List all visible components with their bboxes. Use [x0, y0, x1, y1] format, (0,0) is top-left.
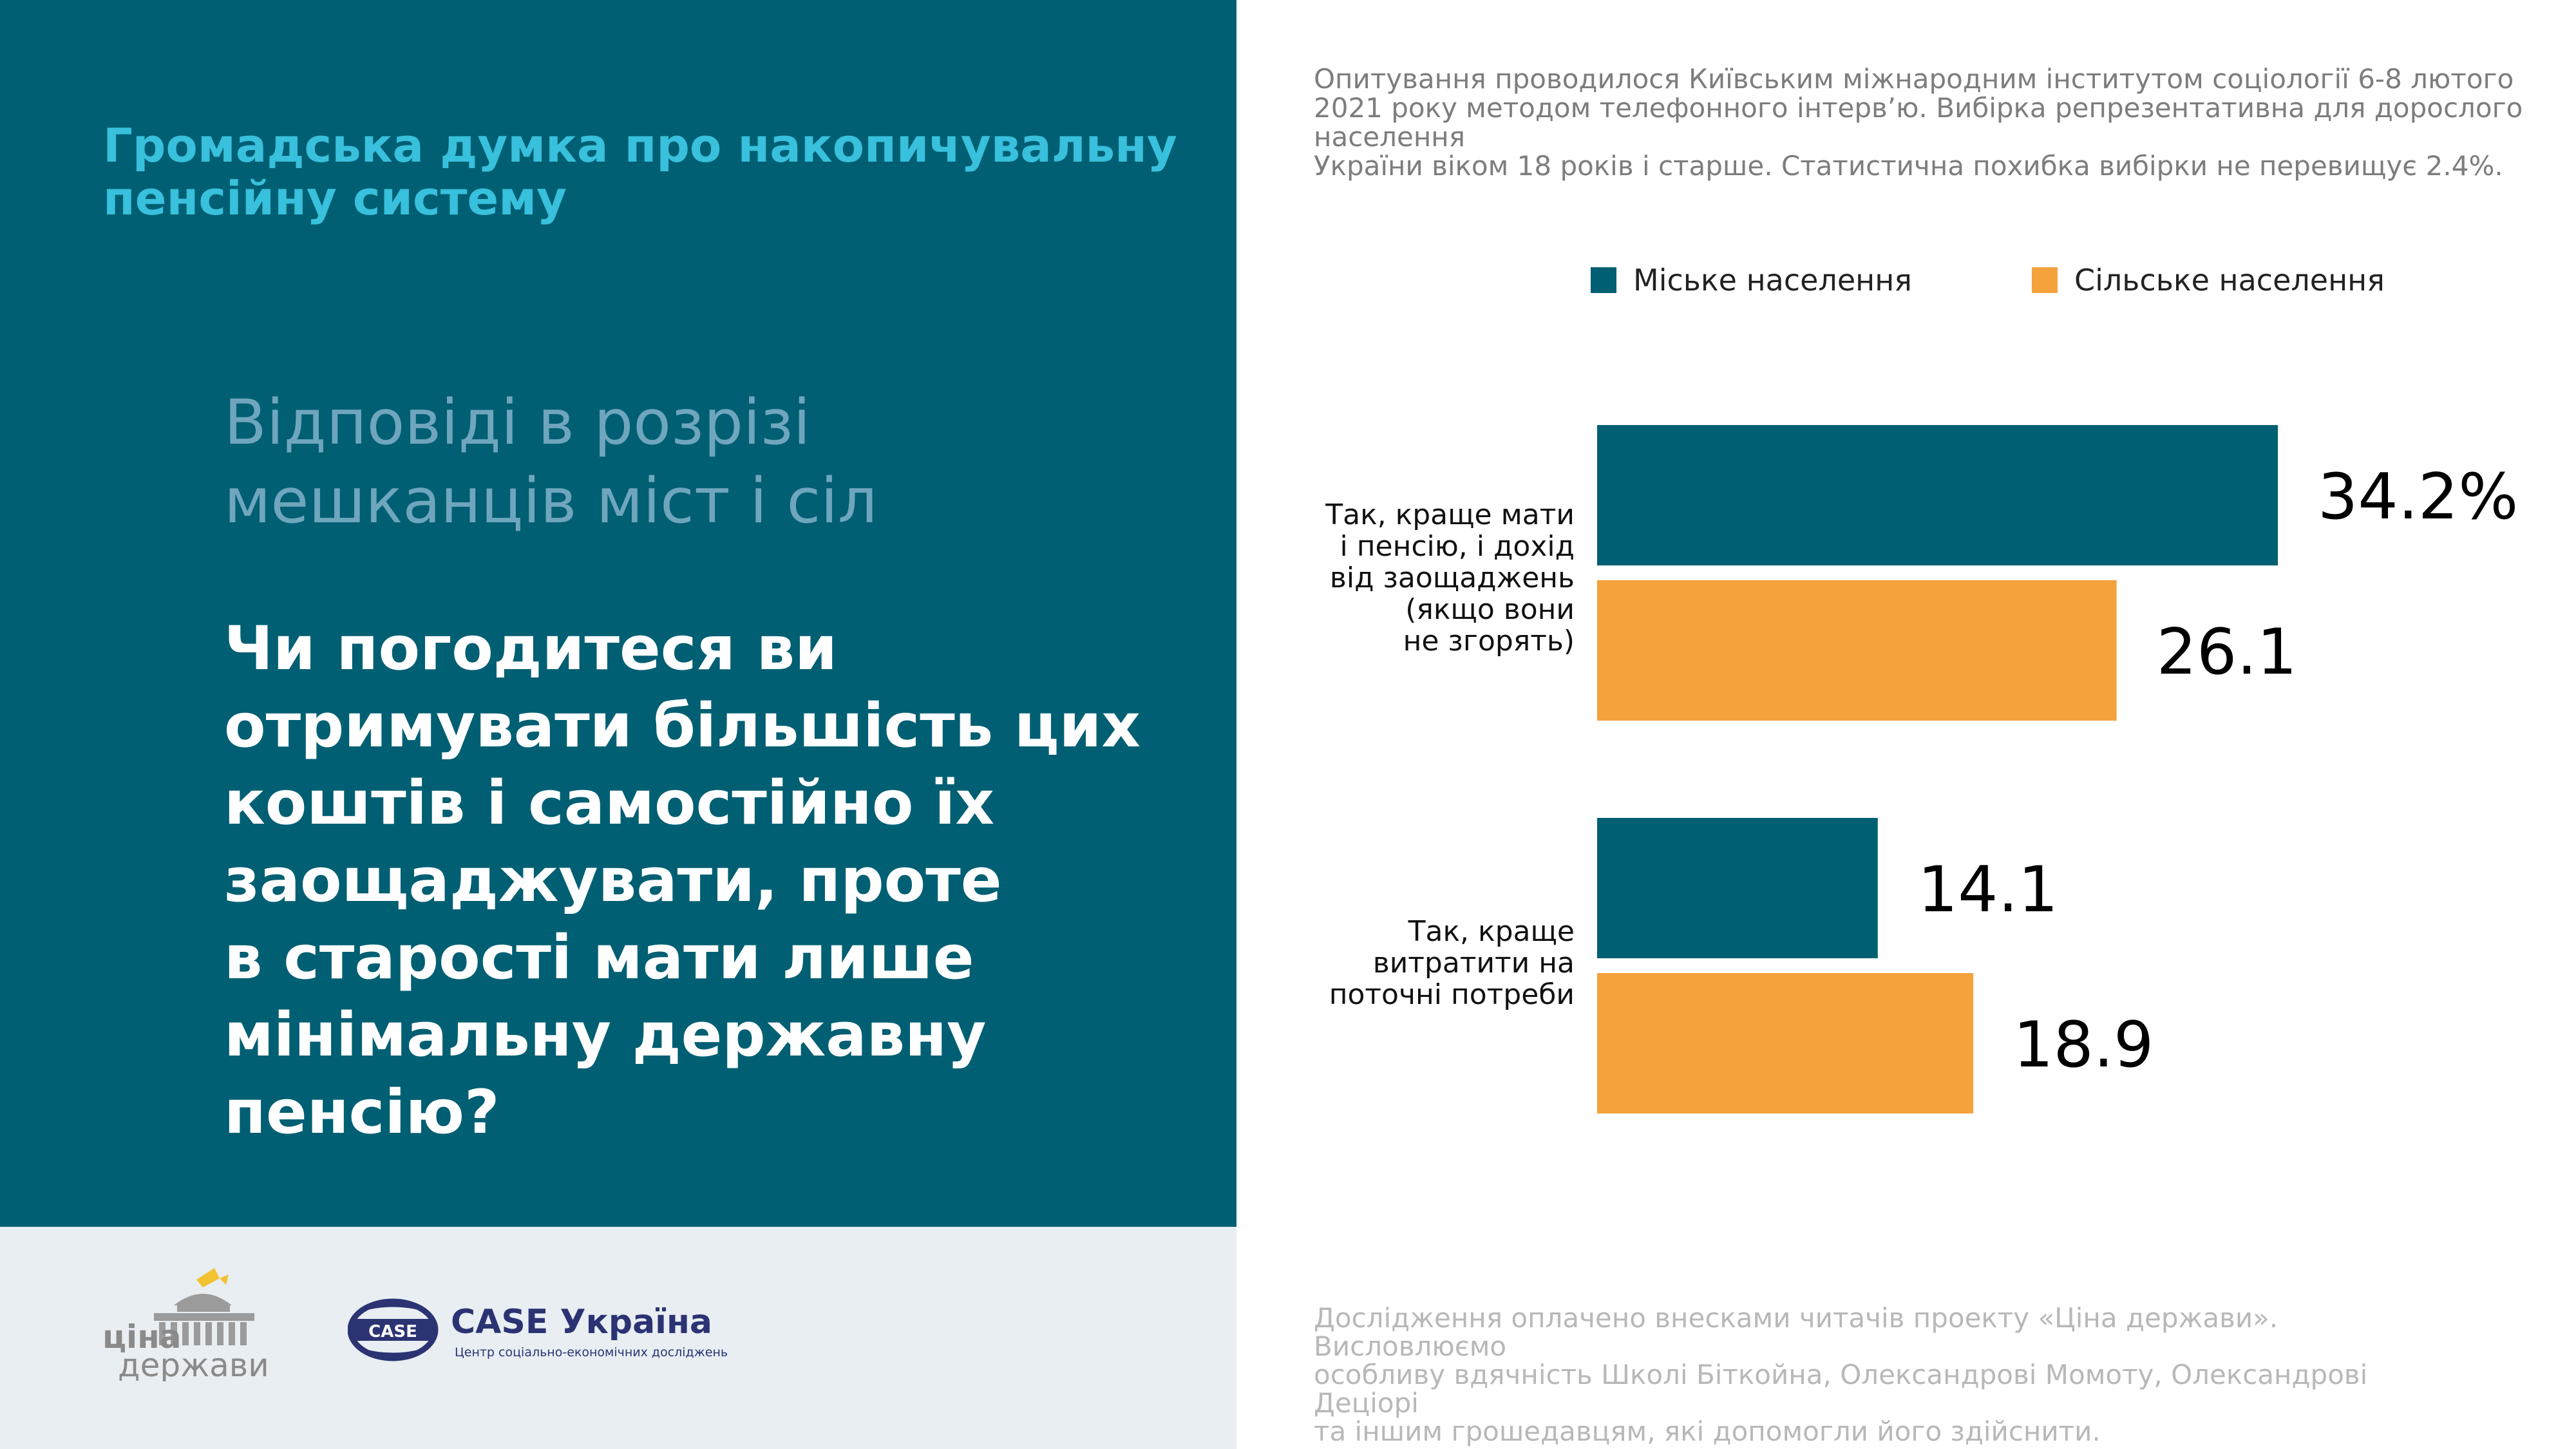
category-label-spend-now: Так, краще витратити на поточні потреби: [1188, 916, 1575, 1010]
category-label-line: і пенсію, і дохід: [1340, 530, 1575, 563]
bar-value-label-urban-category-1: 34.2%: [2318, 460, 2518, 534]
funding-note-line: Дослідження оплачено внесками читачів пр…: [1314, 1302, 2278, 1362]
bar-rural-category-1: [1597, 580, 2117, 721]
building-icon: [154, 1268, 254, 1345]
funding-note-line: особливу вдячність Школі Біткойна, Олекс…: [1314, 1359, 2368, 1419]
subtitle-line: мешканців міст і сіл: [224, 465, 878, 537]
category-label-line: витратити на: [1372, 947, 1575, 980]
cina-logo-word: ціна: [102, 1318, 182, 1356]
chart-legend: Міське населення Сільське населення: [1591, 261, 2492, 299]
legend-label-rural: Сільське населення: [2074, 263, 2385, 298]
cina-derzhavy-logo: ціна держави: [102, 1268, 269, 1381]
question-line: коштів і самостійно їх: [224, 768, 995, 838]
category-label-line: не згорять): [1403, 625, 1575, 658]
survey-question: Чи погодитеся ви отримувати більшість ци…: [224, 611, 1229, 1151]
title-line: Громадська думка про накопичувальну: [103, 118, 1177, 173]
category-label-line: поточні потреби: [1329, 978, 1575, 1011]
legend-label-urban: Міське населення: [1633, 263, 1912, 298]
bar-urban-category-2: [1597, 818, 1878, 958]
legend-swatch-urban: [1591, 267, 1616, 293]
category-label-line: від заощаджень: [1329, 562, 1575, 594]
bar-urban-category-1: [1597, 425, 2278, 565]
note-line: України віком 18 років і старше. Статист…: [1314, 150, 2503, 182]
note-line: 2021 року методом телефонного інтерв’ю. …: [1314, 92, 2523, 153]
category-label-line: Так, краще: [1408, 915, 1575, 948]
bar-rural-category-2: [1597, 973, 1974, 1113]
question-line: отримувати більшість цих: [224, 691, 1141, 761]
funding-acknowledgement-note: Дослідження оплачено внесками читачів пр…: [1314, 1304, 2473, 1446]
case-badge-text: CASE: [368, 1322, 417, 1341]
question-line: мінімальну державну: [224, 1000, 987, 1070]
case-name-text: CASE Україна: [451, 1303, 712, 1341]
category-label-line: (якщо вони: [1405, 593, 1575, 626]
page-title: Громадська думка про накопичувальну пенс…: [103, 119, 1198, 225]
category-label-line: Так, краще мати: [1325, 498, 1575, 531]
category-label-pension-and-savings: Так, краще мати і пенсію, і дохід від за…: [1188, 499, 1575, 657]
question-line: заощаджувати, проте: [224, 846, 1002, 916]
bar-value-label-rural-category-2: 18.9: [2013, 1009, 2154, 1082]
note-line: Опитування проводилося Київським міжнаро…: [1314, 63, 2514, 95]
bar-value-label-urban-category-2: 14.1: [1918, 853, 2058, 927]
bar-value-label-rural-category-1: 26.1: [2157, 616, 2297, 689]
question-line: Чи погодитеся ви: [224, 614, 837, 684]
legend-item-urban: Міське населення: [1591, 261, 1912, 299]
legend-swatch-rural: [2032, 267, 2058, 293]
subtitle: Відповіді в розрізі мешканців міст і сіл: [224, 383, 1190, 540]
case-tagline-text: Центр соціально-економічних досліджень: [455, 1345, 728, 1359]
derzhavy-logo-word: держави: [118, 1347, 269, 1381]
legend-item-rural: Сільське населення: [2032, 261, 2385, 299]
survey-methodology-note: Опитування проводилося Київським міжнаро…: [1314, 64, 2550, 180]
subtitle-line: Відповіді в розрізі: [224, 386, 811, 459]
left-panel: Громадська думка про накопичувальну пенс…: [0, 0, 1236, 1227]
title-line: пенсійну систему: [103, 171, 567, 225]
funding-note-line: та іншим грошедавцям, які допомогли його…: [1314, 1416, 2101, 1447]
question-line: пенсію?: [224, 1077, 500, 1148]
case-globe-icon: [348, 1298, 439, 1361]
question-line: в старості мати лише: [224, 923, 974, 993]
case-ukraine-logo: CASE CASE Україна Центр соціально-економ…: [348, 1298, 728, 1361]
